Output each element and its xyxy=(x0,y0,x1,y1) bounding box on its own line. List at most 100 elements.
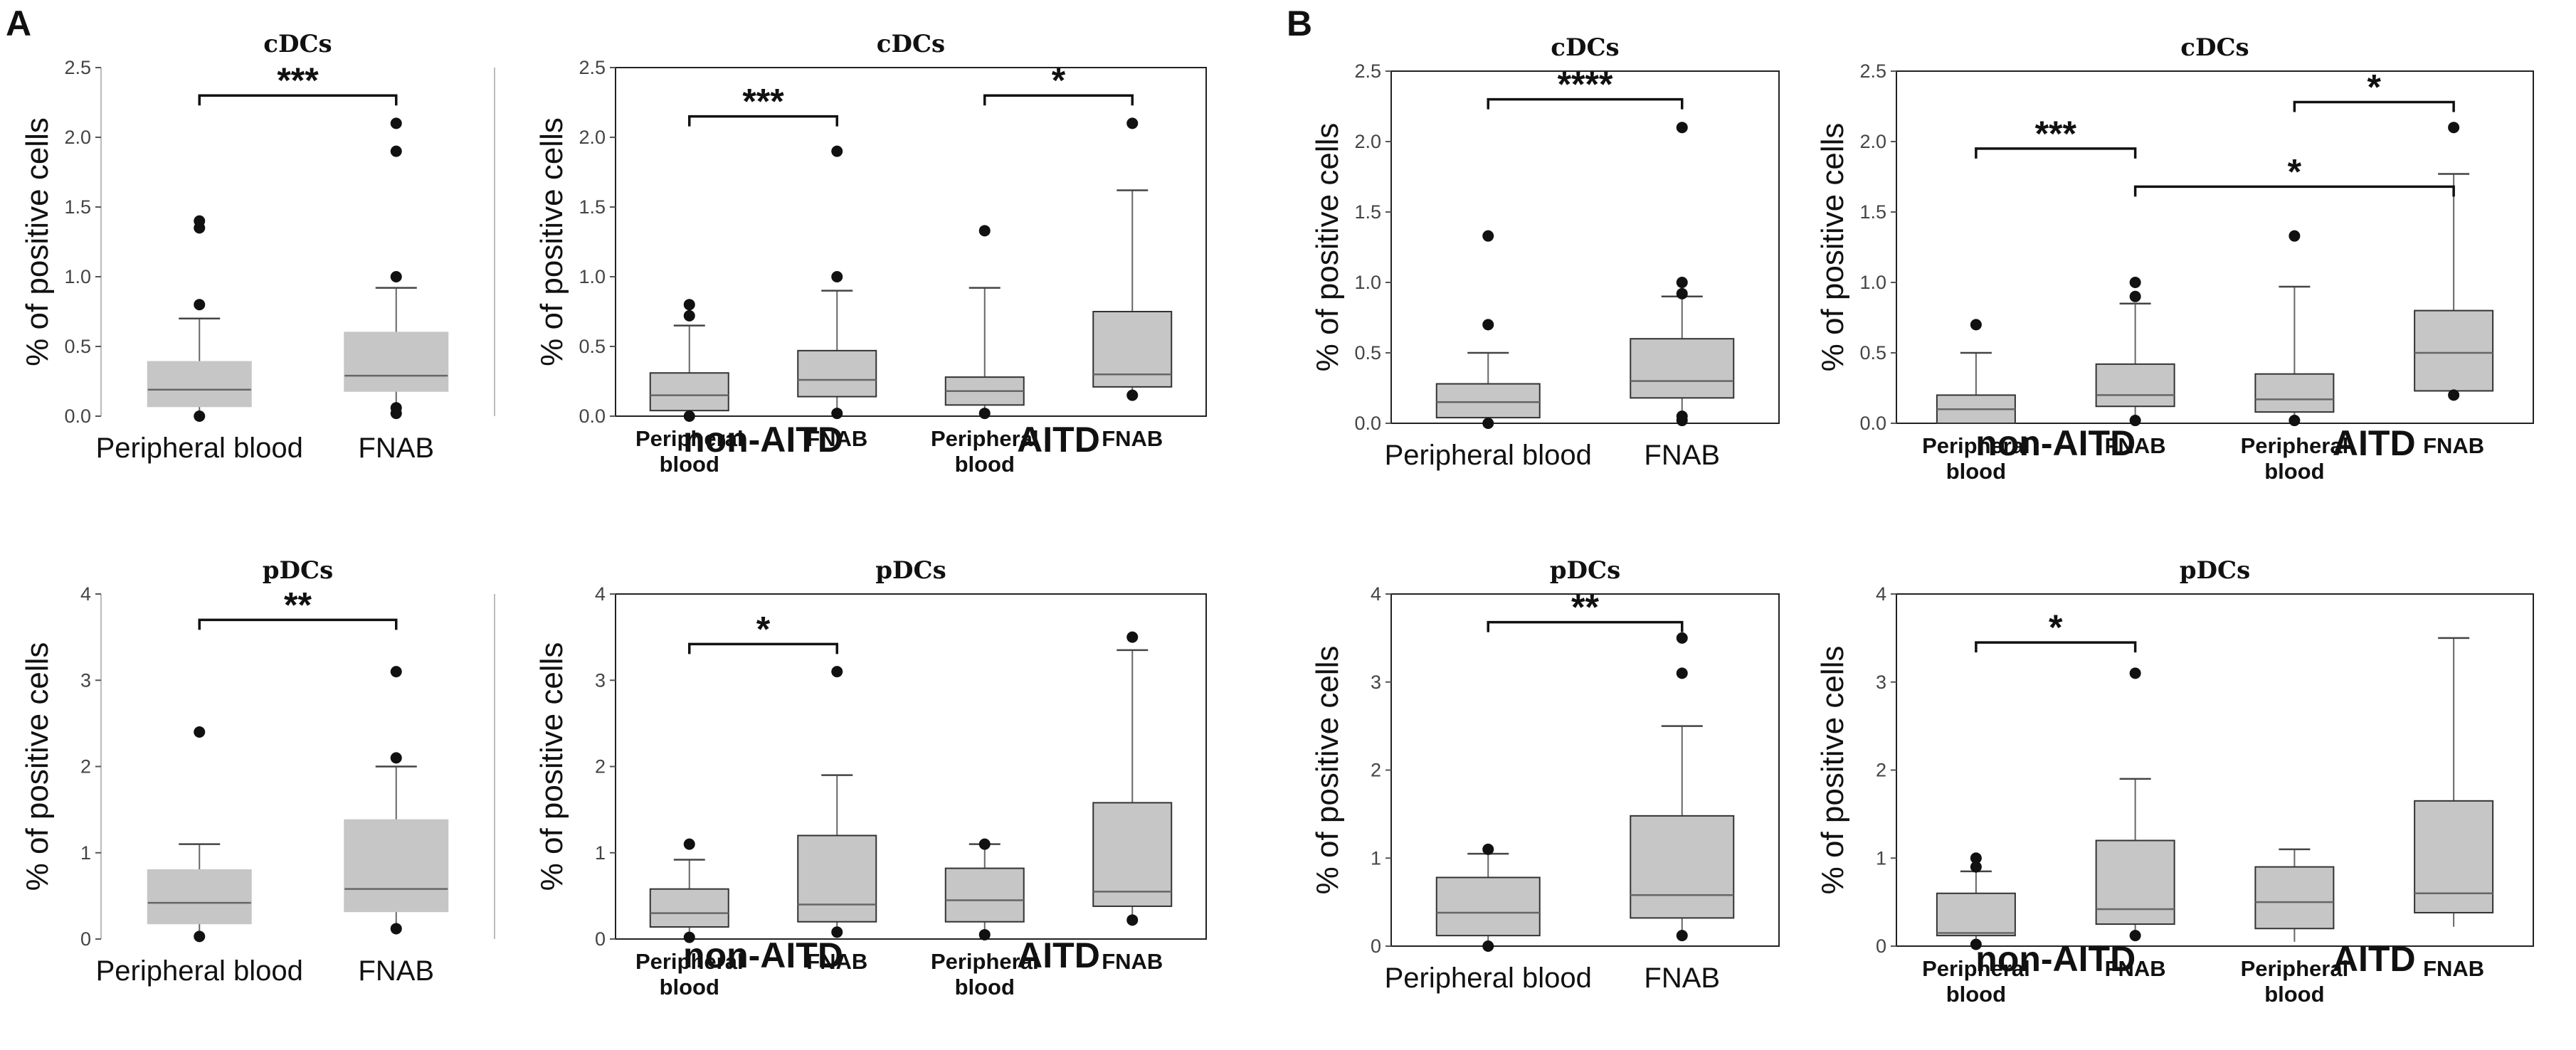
significance-bracket xyxy=(688,642,838,654)
significance-bracket xyxy=(688,115,838,127)
plot-frame xyxy=(615,67,1207,417)
box-iqr xyxy=(1630,815,1735,919)
outlier-point xyxy=(2129,415,2141,427)
x-category-line: blood xyxy=(660,452,719,477)
x-category-line: FNAB xyxy=(2423,956,2484,981)
x-category-label: Peripheral blood xyxy=(96,433,303,464)
outlier-point xyxy=(1126,914,1139,926)
chart-a3: pDCs 0 1 2 3 4 % of positive cells Peripheral b… xyxy=(20,556,495,987)
x-category-label: FNAB xyxy=(2423,433,2484,458)
outlier-point xyxy=(1482,940,1494,952)
y-axis-label: % of positive cells xyxy=(1815,123,1850,372)
outlier-point xyxy=(1482,319,1494,331)
significance-stars: * xyxy=(2288,152,2302,191)
outlier-point xyxy=(1126,117,1139,129)
outlier-point xyxy=(1126,389,1139,401)
box-iqr xyxy=(1630,338,1735,399)
y-axis-label: % of positive cells xyxy=(1310,646,1345,895)
chart-b2: cDCs 0.0 0.5 1.0 1.5 2.0 2.5 % of positive cell… xyxy=(1815,33,2534,484)
group-label: non-AITD xyxy=(1975,423,2136,463)
box-iqr xyxy=(1936,892,2016,937)
x-category-line: Peripheral xyxy=(931,426,1039,451)
y-axis-label: % of positive cells xyxy=(1310,123,1345,372)
x-category-line: blood xyxy=(1946,982,2006,1007)
x-category-line: Peripheral xyxy=(1922,956,2030,981)
y-tick-label: 2.5 xyxy=(579,57,606,78)
y-tick-label: 0.5 xyxy=(64,336,91,357)
x-category-line: blood xyxy=(2264,982,2324,1007)
outlier-point xyxy=(390,666,402,678)
x-category-label: Peripheral blood xyxy=(1385,440,1592,471)
x-category-label: Peripheral blood xyxy=(2241,956,2349,1007)
significance-stars: * xyxy=(1052,60,1066,100)
outlier-point xyxy=(2129,290,2141,302)
chart-title: cDCs xyxy=(877,30,945,58)
outlier-point xyxy=(390,145,402,157)
x-category-line: Peripheral blood xyxy=(1385,440,1592,471)
y-tick-label: 1 xyxy=(1371,847,1381,869)
x-category-label: Peripheral blood xyxy=(2241,433,2349,484)
x-category-line: Peripheral xyxy=(931,949,1039,974)
significance-stars: ** xyxy=(284,585,312,625)
y-tick-label: 0 xyxy=(1876,935,1886,957)
y-tick-label: 1.0 xyxy=(579,266,606,287)
outlier-point xyxy=(194,299,206,311)
y-tick-label: 3 xyxy=(80,669,91,691)
outlier-point xyxy=(2448,389,2460,401)
outlier-point xyxy=(1970,852,1982,864)
significance-stars: *** xyxy=(2035,114,2077,154)
panel-label-a: A xyxy=(6,4,31,43)
box-iqr xyxy=(797,349,877,398)
outlier-point xyxy=(390,752,402,764)
x-category-label: FNAB xyxy=(1102,949,1163,974)
outlier-point xyxy=(683,299,695,311)
box-iqr xyxy=(797,834,877,923)
chart-title: pDCs xyxy=(263,556,333,585)
outlier-point xyxy=(1676,930,1688,942)
y-tick-label: 2.0 xyxy=(579,127,606,148)
outlier-point xyxy=(683,410,695,422)
box-iqr xyxy=(2254,866,2335,930)
outlier-point xyxy=(1970,319,1982,331)
x-category-label: FNAB xyxy=(806,949,867,974)
y-tick-label: 4 xyxy=(595,583,606,605)
y-tick-label: 4 xyxy=(80,583,91,605)
outlier-point xyxy=(683,838,695,850)
outlier-point xyxy=(683,309,695,322)
box-iqr xyxy=(1092,311,1173,388)
outlier-point xyxy=(2289,415,2301,427)
x-category-label: FNAB xyxy=(1644,440,1720,471)
x-category-line: FNAB xyxy=(1102,426,1163,451)
x-category-line: FNAB xyxy=(2105,956,2166,981)
box-iqr xyxy=(944,867,1025,923)
box-iqr xyxy=(649,372,729,412)
y-tick-label: 1 xyxy=(80,842,91,864)
group-label: AITD xyxy=(2333,939,2416,979)
x-category-line: FNAB xyxy=(1644,440,1720,471)
outlier-point xyxy=(1676,410,1688,423)
significance-bracket xyxy=(2293,100,2455,112)
group-label: non-AITD xyxy=(1975,939,2136,979)
outlier-point xyxy=(2129,930,2141,942)
outlier-point xyxy=(390,923,402,935)
significance-bracket xyxy=(198,94,398,106)
significance-stars: * xyxy=(2049,608,2063,647)
x-category-line: blood xyxy=(955,975,1015,999)
box-iqr xyxy=(344,332,449,392)
y-tick-label: 2 xyxy=(1876,760,1886,781)
significance-stars: * xyxy=(2368,68,2382,107)
chart-title: pDCs xyxy=(875,556,946,585)
y-tick-label: 2.0 xyxy=(64,127,91,148)
plot-frame xyxy=(1896,70,2534,424)
outlier-point xyxy=(2129,667,2141,679)
box-iqr xyxy=(147,361,252,408)
x-category-line: Peripheral blood xyxy=(96,955,303,987)
y-tick-label: 0.0 xyxy=(579,405,606,427)
outlier-point xyxy=(390,271,402,282)
chart-title: cDCs xyxy=(263,30,332,58)
outlier-point xyxy=(831,926,843,938)
box-iqr xyxy=(2414,800,2494,913)
outlier-point xyxy=(194,726,206,738)
significance-bracket xyxy=(2133,185,2455,197)
y-tick-label: 0.5 xyxy=(1859,342,1886,364)
